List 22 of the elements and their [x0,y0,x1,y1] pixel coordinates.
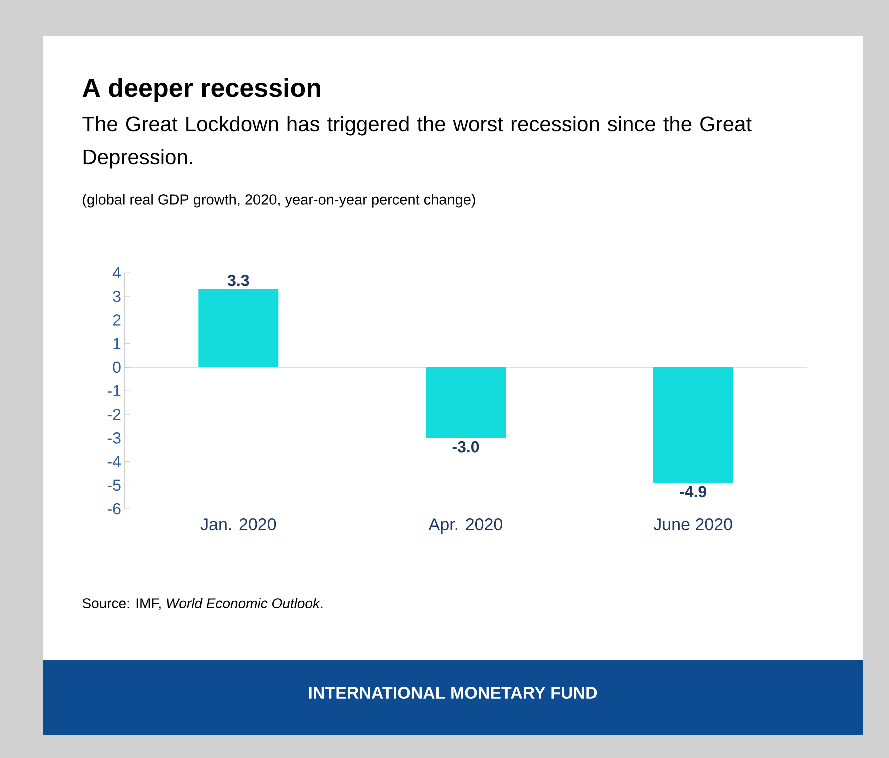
y-tick-label: 3 [113,290,121,302]
y-tick-label: -6 [108,503,121,515]
x-tick-label: Jan. 2020 [200,518,276,531]
data-label: -3.0 [452,441,480,453]
text: (global real GDP growth, 2020, year-on-year percent change) [83,194,476,208]
y-tick-label: 4 [112,268,121,279]
y-tick-label: -2 [108,409,121,420]
data-label: 3.3 [228,274,250,286]
y-tick-label: 0 [113,362,121,374]
chart-subtitle: The Great Lockdown has triggered the worst recession since the Great Depression. [82,116,752,169]
y-tick-label: -1 [108,386,121,397]
data-label: -4.9 [680,486,707,498]
y-tick-label: 1 [114,338,121,350]
x-tick-label: June 2020 [654,518,732,531]
y-tick-label: 2 [113,314,121,326]
source-note: Source: IMF, World Economic Outlook. [82,598,323,610]
y-tick-label: -3 [108,432,121,444]
y-tick-label: -5 [108,480,121,491]
chart-title: A deeper recession [82,78,320,102]
x-tick-label: Apr. 2020 [428,518,503,534]
y-tick-label: -4 [108,456,121,468]
text: INTERNATIONAL MONETARY FUND [309,686,598,700]
